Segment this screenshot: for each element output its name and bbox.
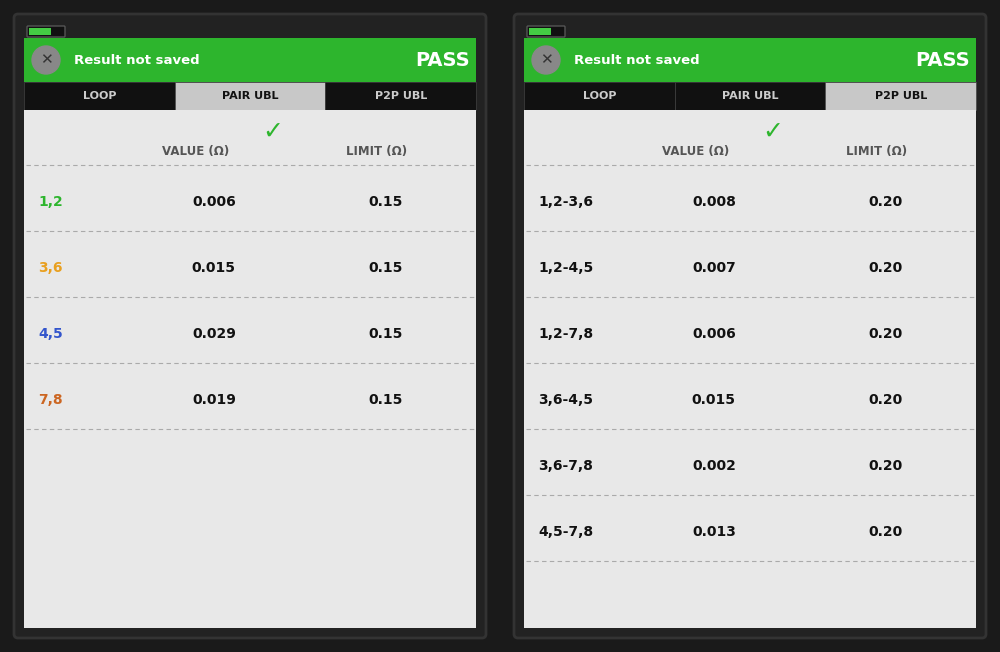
Text: Result not saved: Result not saved (574, 53, 700, 67)
FancyBboxPatch shape (675, 82, 825, 110)
FancyBboxPatch shape (24, 38, 476, 82)
Text: 1,2: 1,2 (38, 194, 63, 209)
Text: 0.007: 0.007 (692, 261, 736, 274)
FancyBboxPatch shape (524, 38, 976, 82)
Circle shape (32, 46, 60, 74)
Text: 0.20: 0.20 (868, 393, 903, 407)
Text: 0.20: 0.20 (868, 261, 903, 274)
FancyBboxPatch shape (514, 14, 986, 638)
FancyBboxPatch shape (524, 110, 976, 628)
Text: ✓: ✓ (262, 120, 283, 144)
Text: 1,2-3,6: 1,2-3,6 (538, 194, 593, 209)
Text: 3,6-7,8: 3,6-7,8 (538, 458, 593, 473)
Text: PASS: PASS (915, 50, 970, 70)
Text: LOOP: LOOP (583, 91, 616, 101)
FancyBboxPatch shape (529, 28, 551, 35)
Text: 0.002: 0.002 (692, 458, 736, 473)
Text: 0.20: 0.20 (868, 327, 903, 340)
Text: 1,2-4,5: 1,2-4,5 (538, 261, 593, 274)
Text: LOOP: LOOP (83, 91, 116, 101)
FancyBboxPatch shape (325, 82, 476, 110)
Text: 0.008: 0.008 (692, 194, 736, 209)
FancyBboxPatch shape (825, 82, 976, 110)
Circle shape (532, 46, 560, 74)
Text: 0.006: 0.006 (692, 327, 736, 340)
FancyBboxPatch shape (27, 26, 65, 37)
Text: 0.019: 0.019 (192, 393, 236, 407)
Text: 4,5: 4,5 (38, 327, 63, 340)
Text: PAIR UBL: PAIR UBL (222, 91, 278, 101)
Text: 0.20: 0.20 (868, 194, 903, 209)
Text: 0.20: 0.20 (868, 458, 903, 473)
Text: VALUE (Ω): VALUE (Ω) (162, 145, 229, 158)
Text: 7,8: 7,8 (38, 393, 63, 407)
Text: 3,6-4,5: 3,6-4,5 (538, 393, 593, 407)
Text: 0.015: 0.015 (692, 393, 736, 407)
Text: 3,6: 3,6 (38, 261, 62, 274)
Text: 0.15: 0.15 (368, 393, 403, 407)
Text: 0.15: 0.15 (368, 261, 403, 274)
FancyBboxPatch shape (29, 28, 51, 35)
Text: LIMIT (Ω): LIMIT (Ω) (346, 145, 407, 158)
Text: 0.15: 0.15 (368, 194, 403, 209)
Text: PASS: PASS (415, 50, 470, 70)
Text: VALUE (Ω): VALUE (Ω) (662, 145, 729, 158)
Text: 4,5-7,8: 4,5-7,8 (538, 525, 593, 539)
Text: 1,2-7,8: 1,2-7,8 (538, 327, 593, 340)
FancyBboxPatch shape (524, 82, 675, 110)
Text: ✕: ✕ (40, 53, 52, 68)
Text: PAIR UBL: PAIR UBL (722, 91, 778, 101)
Text: P2P UBL: P2P UBL (375, 91, 427, 101)
Text: 0.20: 0.20 (868, 525, 903, 539)
Text: 0.029: 0.029 (192, 327, 236, 340)
FancyBboxPatch shape (24, 82, 175, 110)
Text: Result not saved: Result not saved (74, 53, 200, 67)
FancyBboxPatch shape (175, 82, 325, 110)
Text: 0.015: 0.015 (192, 261, 236, 274)
FancyBboxPatch shape (24, 110, 476, 628)
Text: 0.15: 0.15 (368, 327, 403, 340)
Text: ✕: ✕ (540, 53, 552, 68)
Text: 0.013: 0.013 (692, 525, 736, 539)
FancyBboxPatch shape (14, 14, 486, 638)
Text: ✓: ✓ (762, 120, 783, 144)
Text: LIMIT (Ω): LIMIT (Ω) (846, 145, 907, 158)
Text: P2P UBL: P2P UBL (875, 91, 927, 101)
FancyBboxPatch shape (527, 26, 565, 37)
Text: 0.006: 0.006 (192, 194, 236, 209)
